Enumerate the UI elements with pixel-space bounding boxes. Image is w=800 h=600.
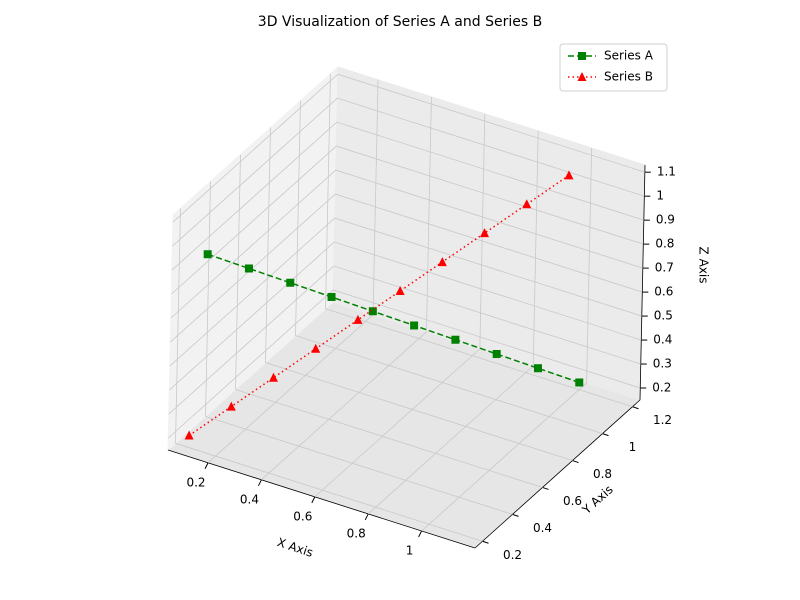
data-point	[203, 250, 212, 259]
x-tick-label: 0.6	[293, 509, 312, 523]
grid-line	[421, 147, 593, 532]
y-tick	[512, 513, 519, 517]
z-tick-label: 0.3	[653, 357, 672, 371]
data-point	[575, 378, 584, 387]
grid-line	[175, 208, 483, 542]
y-tick	[572, 460, 579, 464]
data-point	[492, 349, 501, 358]
y-tick	[482, 540, 489, 544]
data-point	[244, 264, 253, 273]
data-point	[327, 292, 336, 301]
data-point	[395, 285, 405, 295]
grid-line	[171, 145, 644, 295]
data-point	[564, 170, 574, 180]
x-tick-label: 0.8	[347, 526, 366, 540]
x-tick	[204, 462, 209, 470]
data-point	[286, 278, 295, 287]
series-line	[188, 174, 570, 437]
y-tick	[602, 433, 609, 437]
z-tick-label: 0.9	[656, 213, 675, 227]
grid-line	[295, 100, 603, 435]
z-tick-label: 0.8	[655, 237, 674, 251]
x-tick-label: 1	[406, 543, 414, 557]
data-point	[410, 321, 419, 330]
legend: Series A Series B	[559, 43, 668, 92]
x-tick	[257, 479, 262, 487]
data-point	[269, 372, 279, 382]
grid-line	[261, 96, 432, 481]
z-tick-label: 1	[656, 189, 664, 203]
legend-marker	[577, 72, 587, 81]
y-axis-title: Y Axis	[579, 482, 616, 517]
x-tick-label: 0.4	[240, 492, 259, 506]
y-tick-label: 0.4	[533, 521, 552, 535]
z-tick-label: 0.4	[653, 333, 672, 347]
x-axis-title: X Axis	[275, 535, 314, 560]
z-tick-label: 0.6	[654, 285, 673, 299]
grid-line	[205, 181, 513, 515]
grid-line	[169, 217, 642, 367]
x-tick-label: 0.2	[186, 475, 205, 489]
grid-line	[167, 289, 641, 439]
data-point	[480, 228, 490, 238]
y-tick-label: 0.2	[503, 548, 522, 562]
z-tick-label: 0.5	[654, 309, 673, 323]
data-point	[437, 257, 447, 267]
y-tick-label: 1	[629, 440, 637, 454]
legend-marker	[578, 52, 586, 60]
y-tick	[632, 406, 639, 410]
y-tick-label: 0.6	[563, 494, 582, 508]
data-point	[311, 343, 321, 353]
grid-line	[170, 193, 643, 343]
series-line	[207, 253, 580, 384]
z-axis-title: Z Axis	[697, 247, 711, 284]
z-axis-line	[639, 164, 646, 401]
chart-title: 3D Visualization of Series A and Series …	[258, 14, 542, 30]
grid-line	[172, 97, 645, 247]
grid-line	[325, 73, 633, 408]
data-point	[353, 314, 363, 324]
z-tick-label: 0.7	[655, 261, 674, 275]
x-tick	[418, 530, 423, 538]
grid-line	[265, 127, 573, 461]
legend-label: Series B	[604, 70, 653, 84]
grid-line	[171, 121, 644, 271]
z-tick-label: 1.1	[657, 165, 676, 179]
data-point	[226, 401, 236, 411]
data-point	[184, 430, 194, 440]
grid-line	[235, 154, 543, 488]
data-point	[368, 307, 377, 316]
grid-line	[170, 169, 643, 319]
y-tick-label: 0.8	[593, 467, 612, 481]
data-point	[522, 199, 532, 209]
y-tick-label: 1.2	[653, 413, 672, 427]
grid-line	[172, 73, 645, 223]
x-axis-line	[167, 449, 476, 549]
legend-label: Series A	[604, 49, 654, 63]
x-tick	[311, 496, 316, 504]
y-axis-line	[474, 399, 641, 549]
data-point	[451, 335, 460, 344]
z-tick-label: 0.2	[652, 381, 671, 395]
data-point	[533, 364, 542, 373]
y-tick	[542, 486, 549, 490]
x-tick	[364, 513, 369, 521]
grid-line	[169, 241, 642, 391]
grid-line	[168, 265, 641, 415]
